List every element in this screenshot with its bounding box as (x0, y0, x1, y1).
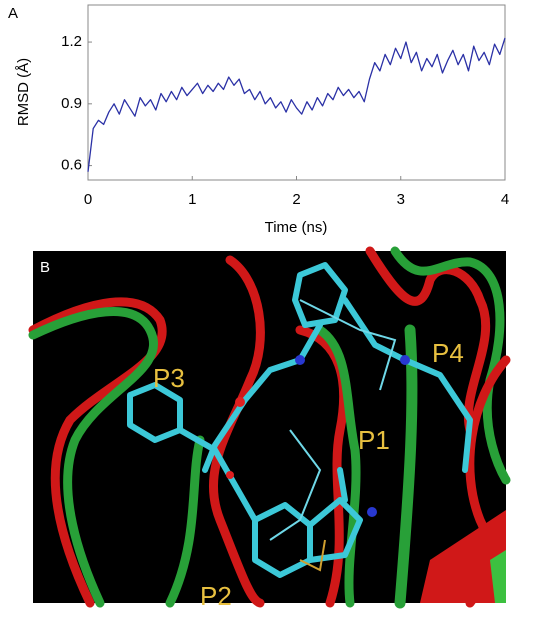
plot-frame (87, 4, 506, 181)
x-tick-label: 0 (84, 191, 92, 208)
y-tick-label: 1.2 (61, 33, 82, 50)
structure-image: B P1 P2 P3 P4 (28, 246, 511, 611)
x-tick-label: 2 (292, 191, 300, 208)
x-axis-label: Time (ns) (265, 219, 328, 236)
x-tick-label: 1 (188, 191, 196, 208)
ligand-sticks (127, 262, 473, 578)
pocket-label: P3 (153, 363, 185, 393)
atoms (295, 355, 410, 517)
pocket-label: P4 (432, 338, 464, 368)
y-axis-label: RMSD (Å) (15, 58, 32, 126)
y-tick-label: 0.9 (61, 95, 82, 112)
panel-label: B (40, 259, 50, 276)
data-line (87, 37, 506, 172)
x-tick-label: 4 (501, 191, 509, 208)
pocket-label: P1 (358, 425, 390, 455)
ligand-lines (269, 299, 397, 572)
panel-label: A (8, 5, 18, 22)
y-tick-label: 0.6 (61, 157, 82, 174)
atoms (226, 397, 245, 479)
pocket-label: P2 (200, 581, 232, 611)
x-tick-label: 3 (397, 191, 405, 208)
